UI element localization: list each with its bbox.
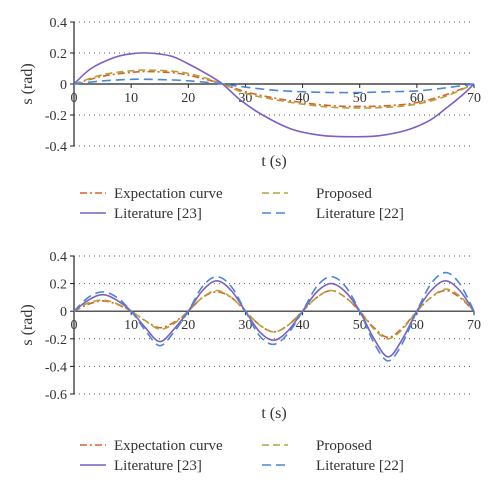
- y-tick-label: 0: [60, 78, 67, 93]
- series-line-proposed: [73, 69, 475, 109]
- x-tick-label: 10: [124, 91, 138, 106]
- x-tick-label: 10: [124, 318, 138, 333]
- y-tick-label: -0.2: [45, 109, 67, 124]
- y-tick-label: 0.4: [50, 250, 68, 265]
- x-tick-label: 20: [181, 318, 195, 333]
- x-tick-label: 50: [353, 91, 367, 106]
- legend-label: Literature [23]: [114, 206, 202, 222]
- y-tick-label: 0: [60, 305, 67, 320]
- x-axis-label: t (s): [261, 405, 286, 422]
- y-tick-label: 0.2: [50, 47, 68, 62]
- y-tick-label: 0.4: [50, 16, 68, 31]
- series-line-literature-23: [73, 52, 475, 138]
- y-tick-label: 0.2: [50, 278, 68, 293]
- x-tick-label: 60: [410, 318, 424, 333]
- x-tick-label: 0: [71, 318, 78, 333]
- x-tick-label: 70: [467, 318, 481, 333]
- legend-label: Literature [23]: [114, 458, 202, 474]
- y-tick-label: -0.2: [45, 333, 67, 348]
- legend-label: Expectation curve: [114, 438, 223, 454]
- series-line-literature-23: [73, 280, 475, 358]
- x-tick-label: 0: [71, 91, 78, 106]
- x-tick-label: 40: [296, 318, 310, 333]
- x-tick-label: 70: [467, 91, 481, 106]
- series-line-proposed: [73, 288, 475, 340]
- x-tick-label: 30: [238, 318, 252, 333]
- y-tick-label: -0.6: [45, 388, 67, 403]
- y-axis-label: s (rad): [19, 304, 36, 345]
- y-axis-label: s (rad): [19, 63, 36, 104]
- series-line-expectation-curve: [73, 70, 475, 108]
- legend-label: Proposed: [316, 186, 372, 202]
- legend: Expectation curve Proposed Literature [23]…: [80, 438, 404, 474]
- chart-panel-1: 0.40.20-0.2-0.40 10 20 30 40 50 60 70s (rad)t (…: [19, 16, 481, 222]
- legend: Expectation curve Proposed Literature [23]…: [80, 186, 404, 222]
- series-line-literature-22: [73, 271, 475, 362]
- legend-label: Literature [22]: [316, 458, 404, 474]
- y-tick-label: -0.4: [45, 360, 67, 375]
- legend-label: Proposed: [316, 438, 372, 454]
- y-tick-label: -0.4: [45, 140, 67, 155]
- x-tick-label: 50: [353, 318, 367, 333]
- legend-label: Literature [22]: [316, 206, 404, 222]
- legend-label: Expectation curve: [114, 186, 223, 202]
- series-line-literature-22: [73, 78, 475, 94]
- x-tick-label: 20: [181, 91, 195, 106]
- x-axis-label: t (s): [261, 153, 286, 170]
- chart-panel-2: 0.4 0.2 0 -0.2 -0.4 -0.6 0 10 20 30 40 50 60 70 s (rad…: [19, 250, 481, 474]
